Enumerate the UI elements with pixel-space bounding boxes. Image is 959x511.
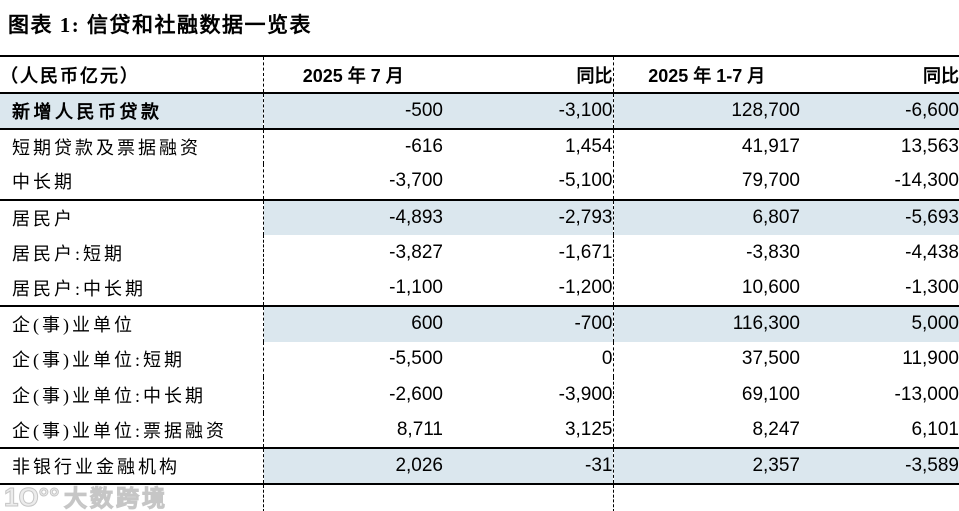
cell-jul-value: 2,026: [263, 447, 443, 485]
cell-jul-value: -500: [263, 93, 443, 130]
cell-ytd-yoy: 13,563: [900, 135, 959, 157]
cell-jul-value: -5,500: [389, 348, 443, 370]
table-body: （人民币亿元） 2025 年 7 月 同比 2025 年 1-7 月 同比 新增…: [0, 55, 959, 511]
cell-jul-yoy: 0: [443, 341, 614, 377]
cell-ytd-value: 8,247: [752, 418, 800, 440]
row-label: 短期贷款及票据融资: [0, 128, 264, 164]
cell-jul-value: -616: [404, 135, 443, 157]
table-row: 居民户:短期 -3,827 -1,671 -3,830 -4,438: [0, 235, 959, 271]
row-label: 企(事)业单位: [0, 305, 264, 342]
cell-jul-yoy: -1,671: [443, 235, 614, 271]
cell-ytd-yoy: -4,438: [905, 241, 959, 263]
table-row: 居民户:中长期 -1,100 -1,200 10,600 -1,300: [0, 270, 959, 306]
table-header-row: （人民币亿元） 2025 年 7 月 同比 2025 年 1-7 月 同比: [0, 55, 959, 94]
row-label: 非银行业金融机构: [0, 447, 264, 485]
cell-ytd-yoy: -13,000: [894, 383, 959, 405]
cell-jul-yoy: -2,793: [443, 198, 614, 235]
row-label: 居民户:短期: [0, 235, 264, 271]
cell-ytd-value: 41,917: [741, 135, 800, 157]
cell-ytd-yoy: -14,300: [894, 170, 959, 192]
cell-ytd-value: 128,700: [613, 93, 800, 130]
cell-ytd-value: 116,300: [613, 305, 800, 342]
cell-ytd-yoy: 5,000: [800, 305, 959, 342]
cell-jul-value: -2,600: [389, 383, 443, 405]
table-row: 居民户 -4,893 -2,793 6,807 -5,693: [0, 198, 959, 235]
cell-jul-value: -4,893: [263, 198, 443, 235]
cell-jul-yoy: -1,200: [443, 270, 614, 306]
cell-jul-value: 600: [263, 305, 443, 342]
table-row: 企(事)业单位 600 -700 116,300 5,000: [0, 305, 959, 342]
table-filler-row: [0, 483, 959, 511]
table-row: 中长期 -3,700 -5,100 79,700 -14,300: [0, 164, 959, 200]
cell-jul-yoy: -5,100: [443, 164, 614, 200]
cell-ytd-yoy: 11,900: [902, 348, 959, 370]
cell-jul-value: -3,700: [389, 170, 443, 192]
cell-ytd-yoy: 6,101: [911, 418, 959, 440]
row-label: 企(事)业单位:票据融资: [0, 412, 264, 448]
column-header-ytd-yoy: 同比: [800, 55, 959, 94]
cell-ytd-value: 6,807: [613, 198, 800, 235]
table-row: 新增人民币贷款 -500 -3,100 128,700 -6,600: [0, 93, 959, 130]
cell-jul-value: 8,711: [396, 418, 443, 440]
watermark-brand-text: 大数跨境: [63, 485, 168, 511]
column-header-jul-2025: 2025 年 7 月: [263, 55, 443, 94]
column-header-jul-yoy: 同比: [443, 55, 614, 94]
cell-jul-value: -1,100: [389, 276, 443, 298]
column-header-unit: （人民币亿元）: [0, 55, 264, 94]
figure-title: 图表 1: 信贷和社融数据一览表: [8, 13, 312, 37]
cell-jul-value: -3,827: [389, 241, 443, 263]
cell-jul-yoy: -31: [443, 447, 614, 485]
cell-ytd-yoy: -6,600: [800, 93, 959, 130]
row-label: 中长期: [0, 164, 264, 200]
cell-jul-yoy: 3,125: [443, 412, 614, 448]
cell-ytd-value: 10,600: [741, 276, 800, 298]
cell-jul-yoy: -3,100: [443, 93, 614, 130]
table-row: 企(事)业单位:票据融资 8,711 3,125 8,247 6,101: [0, 412, 959, 448]
cell-ytd-value: 2,357: [613, 447, 800, 485]
row-label: 居民户: [0, 198, 264, 235]
row-label: 企(事)业单位:中长期: [0, 377, 264, 413]
row-label: 新增人民币贷款: [0, 93, 264, 130]
cell-ytd-yoy: -1,300: [905, 276, 959, 298]
watermark: 1O°° 大数跨境: [3, 479, 168, 511]
cell-ytd-yoy: -5,693: [800, 198, 959, 235]
cell-ytd-value: 37,500: [741, 348, 800, 370]
row-label: 居民户:中长期: [0, 270, 264, 306]
table-row: 企(事)业单位:短期 -5,500 0 37,500 11,900: [0, 341, 959, 377]
row-label: 企(事)业单位:短期: [0, 341, 264, 377]
table-row: 企(事)业单位:中长期 -2,600 -3,900 69,100 -13,000: [0, 377, 959, 413]
credit-data-table: （人民币亿元） 2025 年 7 月 同比 2025 年 1-7 月 同比 新增…: [0, 55, 959, 511]
cell-ytd-value: 79,700: [741, 170, 800, 192]
table-row: 短期贷款及票据融资 -616 1,454 41,917 13,563: [0, 128, 959, 164]
cell-ytd-value: 69,100: [741, 383, 800, 405]
table-row: 非银行业金融机构 2,026 -31 2,357 -3,589: [0, 447, 959, 485]
cell-jul-yoy: -3,900: [443, 377, 614, 413]
cell-ytd-yoy: -3,589: [800, 447, 959, 485]
watermark-logo-icon: 1O°°: [3, 482, 60, 511]
cell-jul-yoy: 1,454: [443, 128, 614, 164]
cell-jul-yoy: -700: [443, 305, 614, 342]
cell-ytd-value: -3,830: [746, 241, 800, 263]
column-header-ytd-2025: 2025 年 1-7 月: [613, 55, 800, 94]
